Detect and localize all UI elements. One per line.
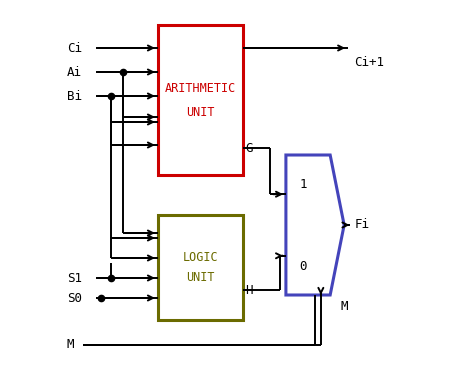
Text: UNIT: UNIT	[186, 271, 215, 284]
Text: H: H	[246, 283, 253, 297]
Bar	[158, 215, 243, 320]
Text: M: M	[67, 339, 74, 351]
Text: Fi: Fi	[354, 219, 369, 231]
Text: M: M	[340, 301, 348, 314]
Text: UNIT: UNIT	[186, 106, 215, 118]
Text: ARITHMETIC: ARITHMETIC	[165, 81, 236, 95]
Bar	[158, 25, 243, 175]
Text: Ci+1: Ci+1	[354, 56, 384, 68]
Text: 0: 0	[299, 261, 307, 273]
Text: S1: S1	[67, 272, 82, 284]
Text: LOGIC: LOGIC	[182, 251, 219, 264]
Text: 1: 1	[299, 178, 307, 191]
Polygon shape	[286, 155, 344, 295]
Text: Bi: Bi	[67, 89, 82, 103]
Text: Ai: Ai	[67, 66, 82, 78]
Text: S0: S0	[67, 291, 82, 304]
Text: Ci: Ci	[67, 42, 82, 54]
Text: G: G	[246, 142, 253, 155]
